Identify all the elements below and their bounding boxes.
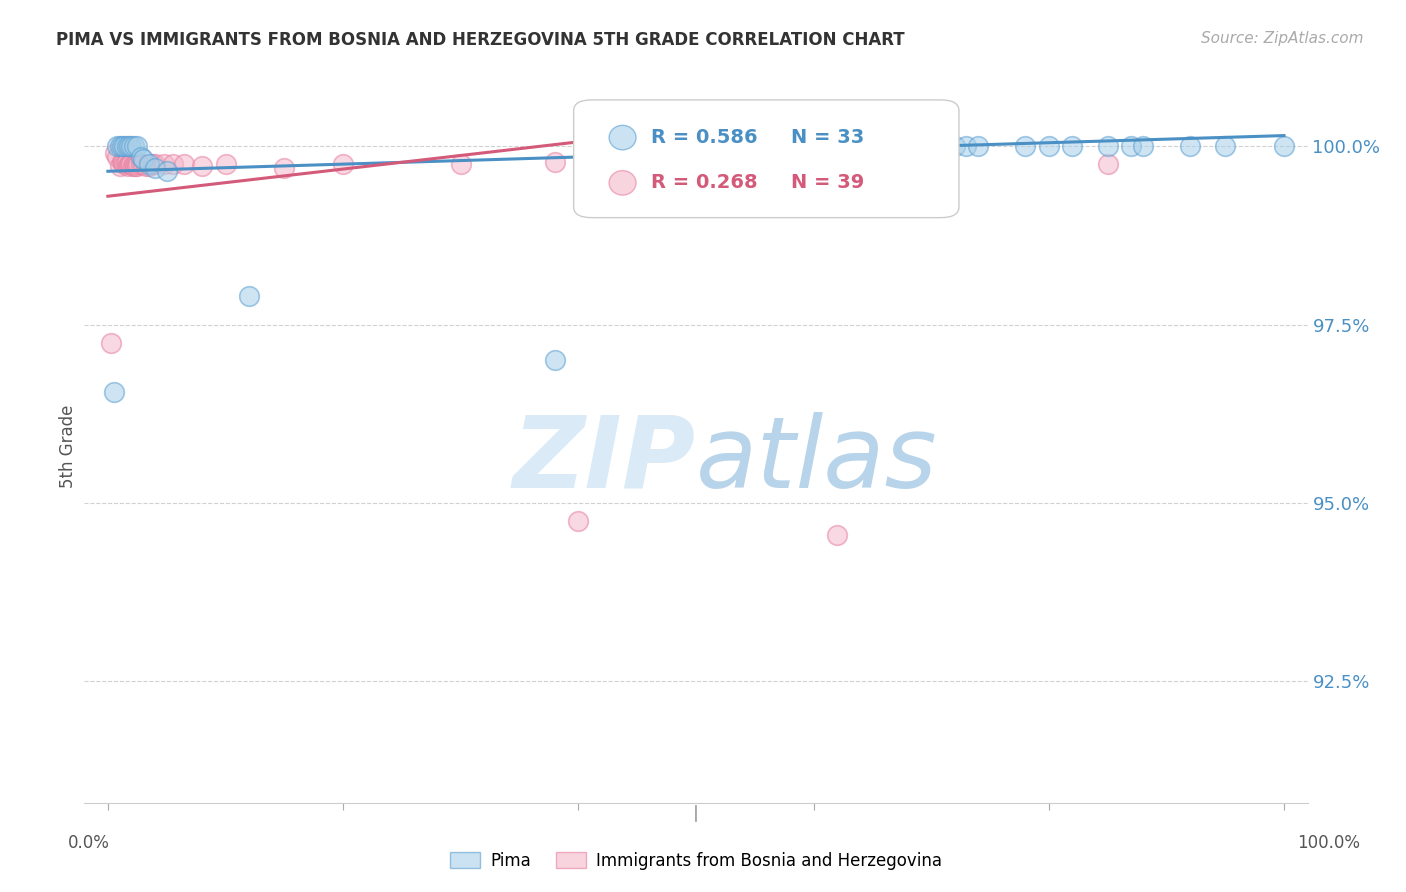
Ellipse shape xyxy=(609,126,636,150)
Text: Source: ZipAtlas.com: Source: ZipAtlas.com xyxy=(1201,31,1364,46)
Point xyxy=(1213,139,1236,153)
Point xyxy=(967,139,990,153)
Point xyxy=(127,157,149,171)
Point xyxy=(685,157,707,171)
Point xyxy=(138,159,160,173)
Point xyxy=(111,139,134,153)
Point xyxy=(112,139,135,153)
Y-axis label: 5th Grade: 5th Grade xyxy=(59,404,77,488)
Point xyxy=(143,157,166,171)
Text: N = 33: N = 33 xyxy=(792,128,865,147)
Legend: Pima, Immigrants from Bosnia and Herzegovina: Pima, Immigrants from Bosnia and Herzego… xyxy=(443,846,949,877)
Point xyxy=(129,157,152,171)
Point xyxy=(943,139,966,153)
Point xyxy=(129,150,152,164)
Point xyxy=(111,155,134,169)
Point xyxy=(120,157,142,171)
Point xyxy=(132,157,155,171)
Point xyxy=(135,159,156,173)
Point xyxy=(1014,139,1036,153)
Point xyxy=(143,161,166,175)
Point xyxy=(112,155,135,169)
Point xyxy=(117,159,139,173)
Point xyxy=(920,157,942,171)
Point xyxy=(142,157,165,171)
Point xyxy=(1178,139,1201,153)
Point xyxy=(920,139,942,153)
Point xyxy=(153,157,176,171)
Point xyxy=(450,157,472,171)
Text: R = 0.586: R = 0.586 xyxy=(651,128,758,147)
Point xyxy=(104,146,127,161)
Text: atlas: atlas xyxy=(696,412,938,508)
Point xyxy=(122,157,145,171)
Point xyxy=(124,159,146,173)
Point xyxy=(825,139,848,153)
Text: R = 0.268: R = 0.268 xyxy=(651,173,758,193)
Point xyxy=(120,139,142,153)
Point xyxy=(114,157,136,171)
Point xyxy=(115,155,138,169)
Point xyxy=(105,150,128,164)
Point xyxy=(115,139,138,153)
Point xyxy=(1132,139,1154,153)
Point xyxy=(955,139,977,153)
Point xyxy=(567,514,589,528)
Point xyxy=(173,157,195,171)
Point xyxy=(191,159,214,173)
Point xyxy=(103,385,125,400)
Point xyxy=(1121,139,1143,153)
Point xyxy=(1272,139,1295,153)
FancyBboxPatch shape xyxy=(574,100,959,218)
Point xyxy=(162,157,184,171)
Point xyxy=(112,157,135,171)
Point xyxy=(138,157,160,171)
Point xyxy=(332,157,354,171)
Point xyxy=(238,289,260,303)
Point xyxy=(132,152,155,166)
Point xyxy=(122,139,145,153)
Point xyxy=(897,139,920,153)
Point xyxy=(544,155,567,169)
Point xyxy=(108,139,131,153)
Point xyxy=(273,161,295,175)
Text: 100.0%: 100.0% xyxy=(1298,834,1360,852)
Point xyxy=(108,159,131,173)
Point xyxy=(127,139,149,153)
Text: N = 39: N = 39 xyxy=(792,173,865,193)
Point xyxy=(118,157,141,171)
Point xyxy=(118,139,141,153)
Text: 0.0%: 0.0% xyxy=(67,834,110,852)
Point xyxy=(1062,139,1084,153)
Text: ZIP: ZIP xyxy=(513,412,696,508)
Point xyxy=(1097,157,1119,171)
Point xyxy=(100,335,122,350)
Point xyxy=(125,157,148,171)
Point xyxy=(544,353,567,368)
Point xyxy=(127,159,149,173)
Point xyxy=(214,157,236,171)
Point xyxy=(825,528,848,542)
Point xyxy=(1038,139,1060,153)
Text: PIMA VS IMMIGRANTS FROM BOSNIA AND HERZEGOVINA 5TH GRADE CORRELATION CHART: PIMA VS IMMIGRANTS FROM BOSNIA AND HERZE… xyxy=(56,31,905,49)
Point xyxy=(156,164,179,178)
Point xyxy=(121,159,143,173)
Point xyxy=(105,139,128,153)
Ellipse shape xyxy=(609,170,636,195)
Point xyxy=(120,157,142,171)
Point xyxy=(860,139,883,153)
Point xyxy=(1097,139,1119,153)
